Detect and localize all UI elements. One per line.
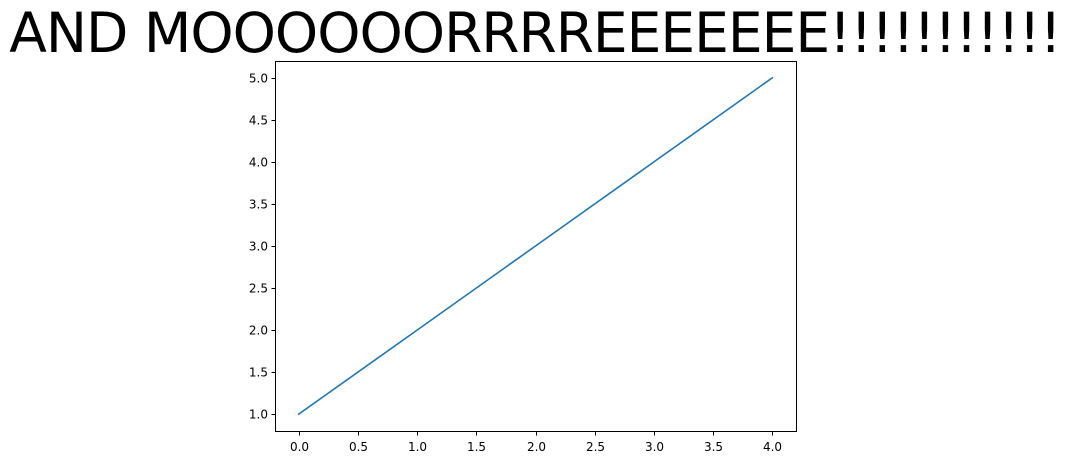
chart-title: AND MOOOOOORRRREEEEEEE!!!!!!!!!!!: [9, 1, 1061, 65]
x-tick-label: 4.0: [763, 440, 782, 454]
y-tick-label: 1.5: [249, 366, 268, 380]
y-tick-label: 1.0: [249, 408, 268, 422]
y-tick-label: 3.5: [249, 198, 268, 212]
x-tick-label: 0.0: [290, 440, 309, 454]
x-tick-label: 3.0: [645, 440, 664, 454]
x-tick-label: 0.5: [349, 440, 368, 454]
x-tick-label: 1.0: [408, 440, 427, 454]
y-tick-label: 4.5: [249, 114, 268, 128]
y-tick-label: 5.0: [249, 72, 268, 86]
y-tick-label: 4.0: [249, 156, 268, 170]
y-tick-label: 2.0: [249, 324, 268, 338]
x-tick-label: 2.0: [527, 440, 546, 454]
x-tick-label: 2.5: [586, 440, 605, 454]
y-axis-ticks: 1.0 1.5 2.0 2.5 3.0 3.5 4.0 4.5 5.0: [249, 72, 276, 422]
series-group: [297, 76, 774, 416]
x-tick-label: 1.5: [467, 440, 486, 454]
y-tick-label: 3.0: [249, 240, 268, 254]
y-tick-label: 2.5: [249, 282, 268, 296]
x-tick-label: 3.5: [704, 440, 723, 454]
x-axis-ticks: 0.0 0.5 1.0 1.5 2.0 2.5 3.0 3.5 4.0: [290, 431, 782, 454]
series-line: [297, 76, 774, 416]
